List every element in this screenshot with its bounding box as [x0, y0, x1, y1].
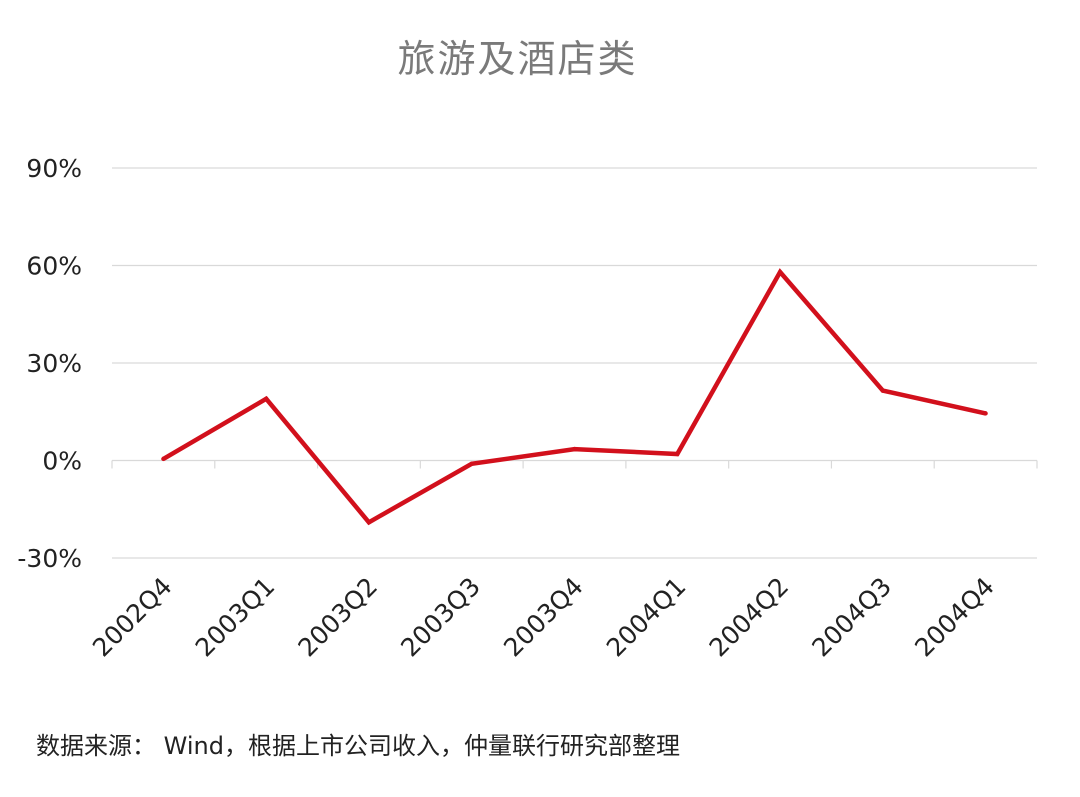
x-tick-label: 2003Q4 — [498, 572, 589, 663]
y-tick-label: 30% — [26, 349, 82, 378]
y-tick-label: 90% — [26, 154, 82, 183]
data-point — [675, 451, 680, 457]
data-point — [880, 388, 886, 393]
data-point — [366, 520, 372, 525]
x-tick-label: 2004Q4 — [909, 572, 1000, 663]
y-tick-label: 60% — [26, 252, 82, 281]
series-line — [162, 268, 987, 526]
x-tick-label: 2004Q1 — [601, 572, 692, 663]
x-tick-label: 2003Q2 — [293, 572, 384, 663]
x-tick-labels: 2002Q4 2003Q1 2003Q2 2003Q3 2003Q4 2004Q1 2004… — [87, 572, 1000, 663]
data-point — [469, 461, 474, 466]
x-tick-label: 2003Q3 — [395, 572, 486, 663]
x-tick-label: 2004Q3 — [806, 572, 897, 663]
x-tick-label: 2004Q2 — [704, 572, 795, 663]
data-point — [983, 411, 988, 416]
x-axis — [111, 460, 1038, 469]
data-point — [263, 396, 269, 401]
y-tick-labels: -30% 0% 30% 60% 90% — [17, 154, 82, 573]
data-point — [572, 446, 577, 452]
y-tick-label: 0% — [42, 447, 82, 476]
source-note: 数据来源： Wind，根据上市公司收入，仲量联行研究部整理 — [36, 732, 680, 760]
y-tick-label: -30% — [17, 544, 82, 573]
chart-title: 旅游及酒店类 — [397, 37, 638, 81]
x-tick-label: 2002Q4 — [87, 572, 178, 663]
series-layer — [161, 268, 988, 526]
data-point — [161, 456, 166, 462]
gridlines — [112, 167, 1037, 559]
x-tick-label: 2003Q1 — [190, 572, 281, 663]
data-point — [777, 269, 783, 275]
